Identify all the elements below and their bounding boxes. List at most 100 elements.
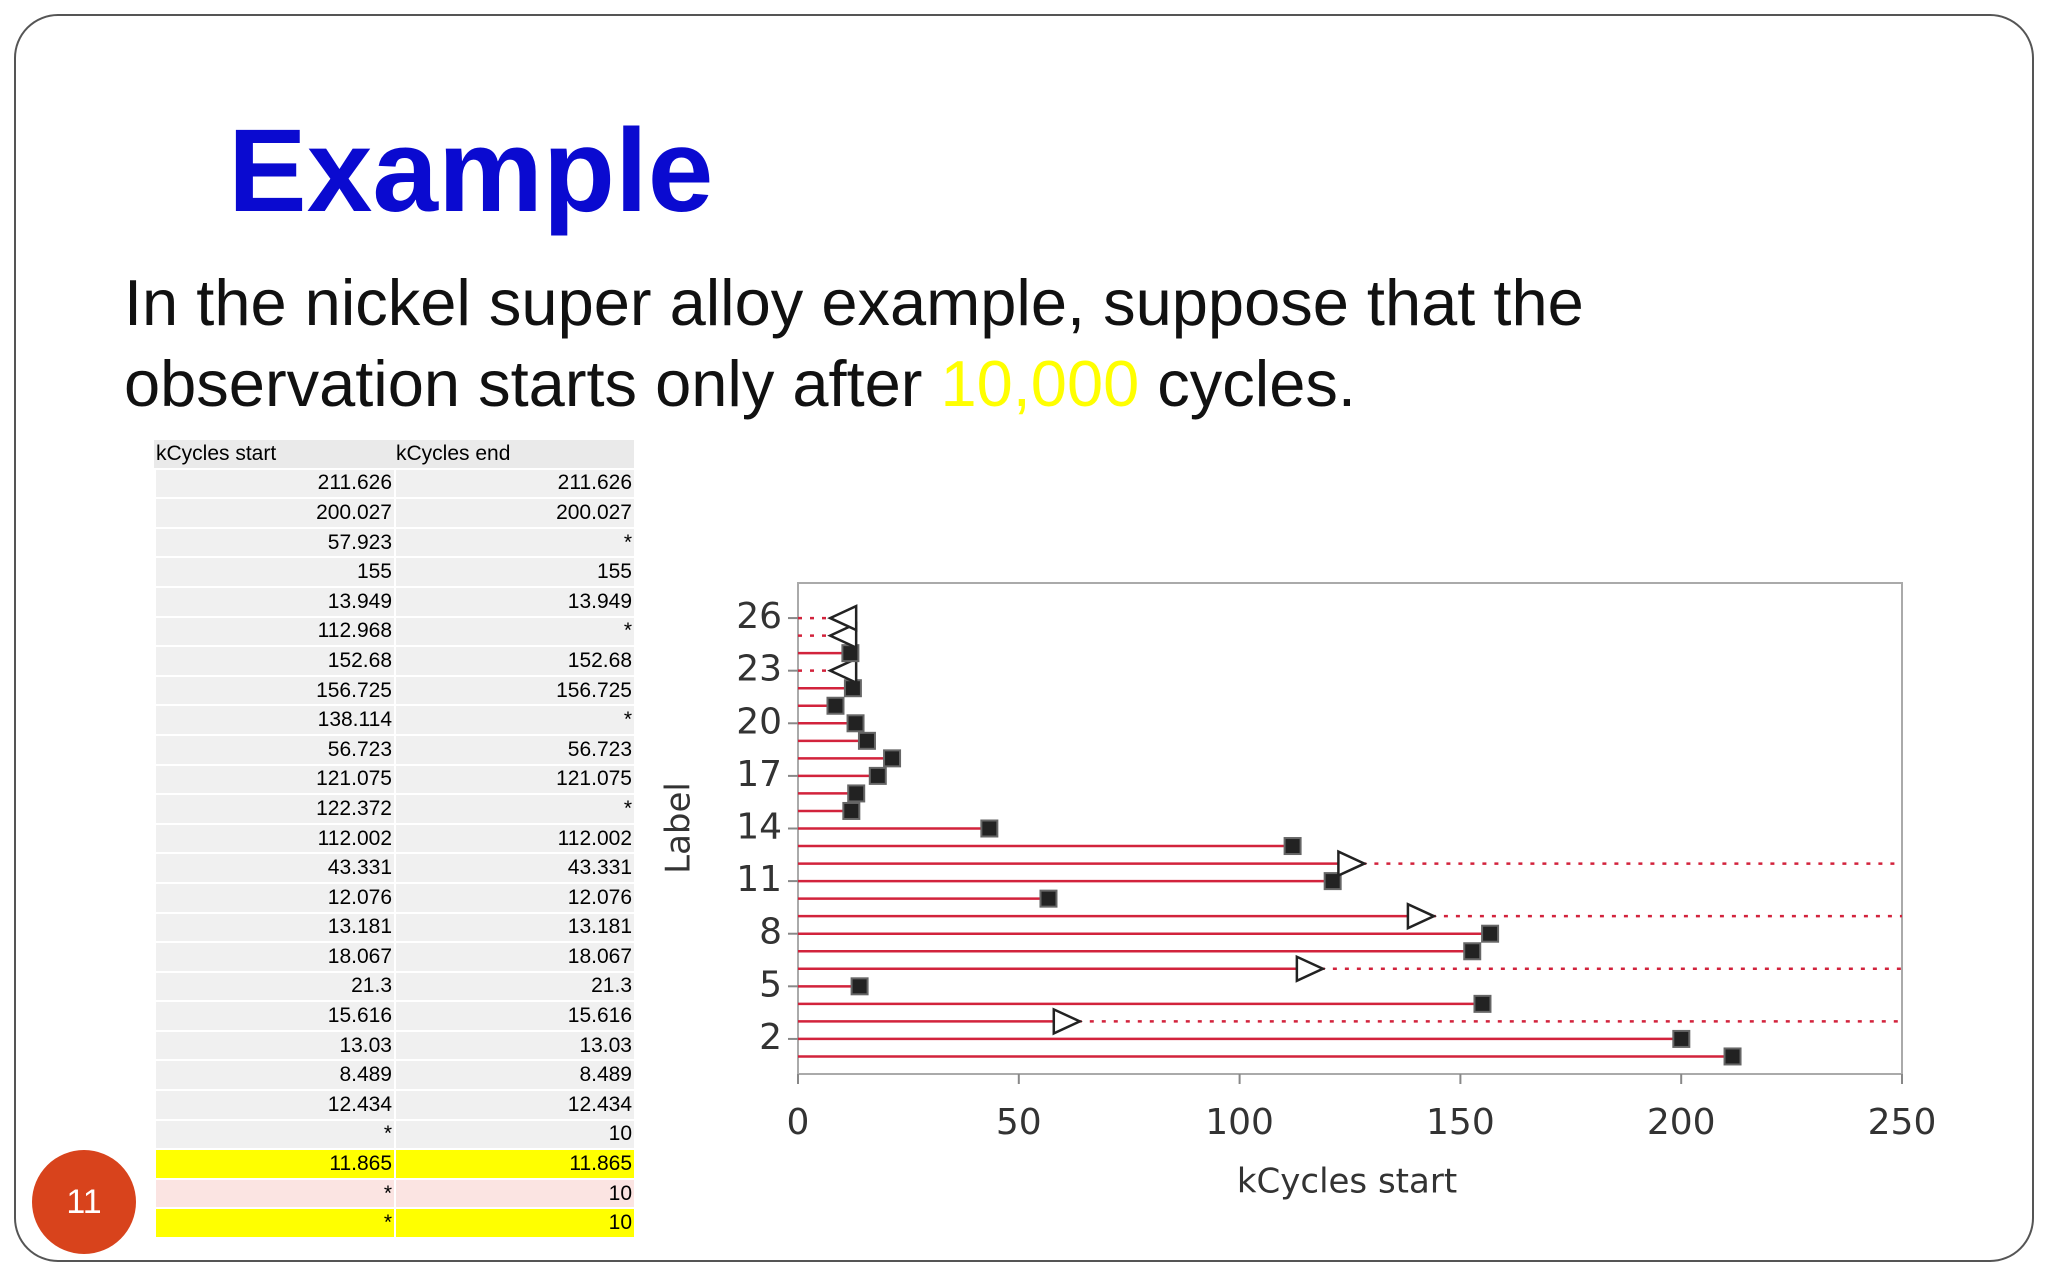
table-cell: 13.03 xyxy=(394,1031,634,1060)
table-cell: 122.372 xyxy=(154,795,394,823)
table-cell: 8.489 xyxy=(394,1061,634,1090)
censor-marker xyxy=(827,604,858,633)
body-text: observation starts only after xyxy=(124,347,923,420)
table-cell: 211.626 xyxy=(154,469,394,498)
censor-marker xyxy=(827,621,858,650)
table-cell: 43.331 xyxy=(154,854,394,882)
table-cell: 13.181 xyxy=(154,913,394,942)
event-marker xyxy=(1473,994,1492,1013)
table-row: 152.68 152.68 xyxy=(154,647,634,675)
table-row: * 10 xyxy=(154,1120,634,1149)
event-marker xyxy=(1283,837,1302,856)
table-row: 15.616 15.616 xyxy=(154,1002,634,1030)
censor-marker xyxy=(1406,902,1437,931)
table-cell: 112.002 xyxy=(394,824,634,853)
table-row: 12.076 12.076 xyxy=(154,883,634,912)
table-cell: 12.076 xyxy=(394,883,634,912)
y-tick-label: 23 xyxy=(736,649,782,690)
event-marker xyxy=(1039,889,1058,908)
body-text: observation starts only after 10,000 cycle… xyxy=(124,351,1356,416)
event-marker xyxy=(868,766,887,785)
table-row: 155 155 xyxy=(154,558,634,586)
table-cell: 12.434 xyxy=(154,1091,394,1119)
y-axis-label: Label xyxy=(659,782,699,874)
x-tick-label: 100 xyxy=(1205,1102,1274,1143)
table-row: 57.923 * xyxy=(154,528,634,557)
table-row: 122.372 * xyxy=(154,795,634,823)
event-marker xyxy=(1672,1029,1691,1048)
table-row: 21.3 21.3 xyxy=(154,972,634,1001)
event-marker xyxy=(842,801,861,820)
table-cell: 112.002 xyxy=(154,824,394,853)
table-row: * 10 xyxy=(154,1209,634,1238)
x-tick-label: 200 xyxy=(1647,1102,1716,1143)
table-row: 11.865 11.865 xyxy=(154,1150,634,1178)
event-marker xyxy=(846,714,865,733)
table-cell: 21.3 xyxy=(154,972,394,1001)
table-cell: 10 xyxy=(394,1120,634,1149)
table-row: 138.114 * xyxy=(154,706,634,734)
table-cell: 11.865 xyxy=(154,1150,394,1178)
table-cell: 10 xyxy=(394,1179,634,1208)
table-cell: 200.027 xyxy=(154,499,394,527)
y-tick-label: 20 xyxy=(736,701,782,742)
table-cell: 121.075 xyxy=(394,765,634,794)
table-cell: * xyxy=(394,617,634,646)
table-row: 13.181 13.181 xyxy=(154,913,634,942)
table-row: 12.434 12.434 xyxy=(154,1091,634,1119)
event-marker xyxy=(883,749,902,768)
table-row: 211.626 211.626 xyxy=(154,469,634,498)
event-marker xyxy=(1323,872,1342,891)
table-cell: 18.067 xyxy=(154,943,394,971)
table-cell: 18.067 xyxy=(394,943,634,971)
table-cell: * xyxy=(154,1179,394,1208)
y-tick-label: 2 xyxy=(759,1017,782,1058)
body-text: In the nickel super alloy example, suppo… xyxy=(124,266,1584,339)
x-tick-label: 150 xyxy=(1426,1102,1495,1143)
y-tick-label: 14 xyxy=(736,807,782,848)
table-cell: 57.923 xyxy=(154,528,394,557)
event-marker xyxy=(980,819,999,838)
column-header: kCycles end xyxy=(394,440,634,468)
table-cell: 138.114 xyxy=(154,706,394,734)
censor-marker xyxy=(1052,1007,1083,1036)
censor-marker xyxy=(827,656,858,685)
y-tick-label: 8 xyxy=(759,912,782,953)
event-marker xyxy=(843,679,862,698)
table-cell: * xyxy=(394,706,634,734)
table-cell: 13.03 xyxy=(154,1031,394,1060)
event-marker xyxy=(857,731,876,750)
table-row: 8.489 8.489 xyxy=(154,1061,634,1090)
x-tick-label: 50 xyxy=(996,1102,1042,1143)
event-marker xyxy=(847,784,866,803)
event-marker xyxy=(826,696,845,715)
table-cell: 156.725 xyxy=(394,676,634,705)
table-row: 112.002 112.002 xyxy=(154,824,634,853)
x-axis-label: kCycles start xyxy=(1237,1162,1457,1202)
table-cell: 15.616 xyxy=(154,1002,394,1030)
highlight: 10,000 xyxy=(940,347,1140,420)
table-cell: 11.865 xyxy=(394,1150,634,1178)
table-cell: 13.181 xyxy=(394,913,634,942)
table-row: 18.067 18.067 xyxy=(154,943,634,971)
table-cell: 152.68 xyxy=(154,647,394,675)
x-tick-label: 250 xyxy=(1868,1102,1937,1143)
data-table: kCycles start kCycles end 211.626 211.626 20… xyxy=(154,438,634,1239)
table-row: * 10 xyxy=(154,1179,634,1208)
table-cell: 152.68 xyxy=(394,647,634,675)
column-header: kCycles start xyxy=(154,440,394,468)
table-row: 112.968 * xyxy=(154,617,634,646)
x-tick-label: 0 xyxy=(787,1102,810,1143)
event-marker xyxy=(1723,1047,1742,1066)
table-cell: 112.968 xyxy=(154,617,394,646)
slide-frame xyxy=(14,14,2034,1262)
table-cell: 15.616 xyxy=(394,1002,634,1030)
table-cell: 156.725 xyxy=(154,676,394,705)
table-cell: 56.723 xyxy=(394,735,634,764)
table-cell: 56.723 xyxy=(154,735,394,764)
table-cell: * xyxy=(394,795,634,823)
table-cell: 10 xyxy=(394,1209,634,1238)
table-cell: 21.3 xyxy=(394,972,634,1001)
body-text: cycles. xyxy=(1157,347,1356,420)
table-cell: 43.331 xyxy=(394,854,634,882)
